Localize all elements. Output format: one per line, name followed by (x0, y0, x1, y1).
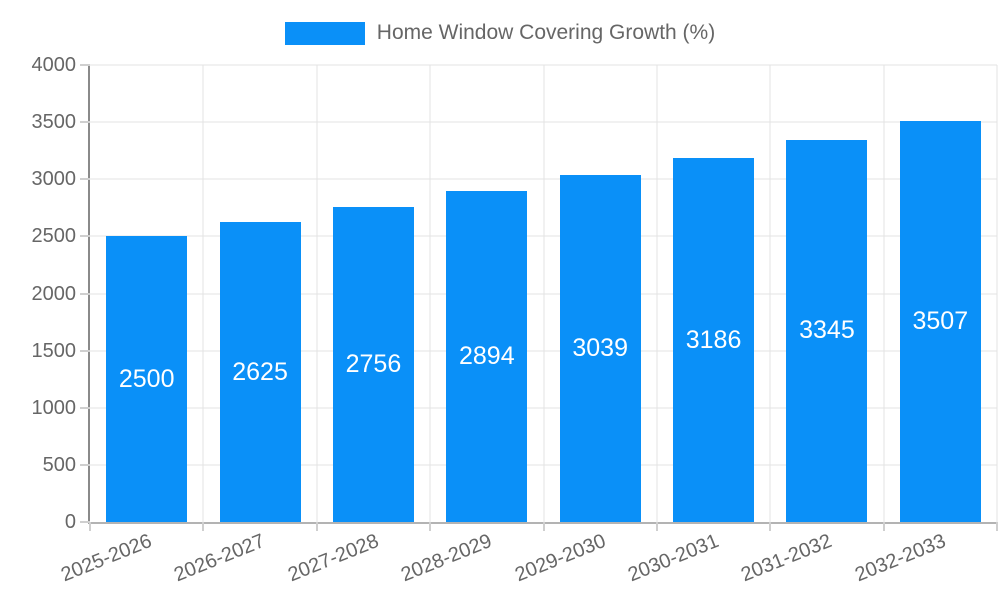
x-gridline (543, 65, 544, 522)
y-tick-label: 0 (64, 511, 76, 533)
y-tick-mark (80, 121, 90, 124)
legend-swatch (284, 21, 365, 45)
y-tick-mark (80, 64, 90, 66)
x-tick-mark (542, 522, 545, 531)
bar: 2625 (219, 222, 301, 522)
x-axis-label: 2027-2028 (284, 530, 382, 587)
x-gridline (656, 65, 658, 522)
y-tick-mark (80, 178, 90, 181)
y-tick-mark (80, 463, 90, 466)
bar-value-label: 3507 (912, 307, 969, 336)
bar-value-label: 3345 (799, 316, 855, 345)
bar: 2756 (332, 207, 414, 522)
x-tick-mark (769, 522, 772, 531)
bar-value-label: 2500 (118, 364, 175, 393)
x-gridline (996, 65, 998, 522)
x-tick-mark (882, 522, 885, 531)
x-tick-mark (655, 522, 658, 531)
x-gridline (202, 65, 204, 522)
x-tick-mark (429, 522, 432, 531)
bar: 3507 (899, 121, 981, 522)
x-tick-mark (89, 522, 91, 531)
bar-value-label: 3039 (572, 333, 628, 362)
bar: 2500 (106, 236, 188, 522)
bar: 3345 (786, 139, 868, 522)
bar-value-label: 2894 (458, 342, 515, 371)
legend-item[interactable]: Home Window Covering Growth (%) (0, 21, 1000, 45)
x-axis-label: 2029-2030 (511, 530, 609, 587)
x-axis-label: 2025-2026 (57, 530, 155, 587)
y-tick-label: 1500 (31, 339, 77, 362)
x-gridline (429, 65, 431, 522)
x-gridline (769, 65, 771, 522)
y-tick-mark (80, 349, 90, 352)
y-tick-mark (80, 521, 90, 523)
y-tick-label: 1000 (31, 396, 77, 419)
y-tick-label: 4000 (31, 54, 77, 76)
y-tick-label: 3000 (31, 168, 77, 191)
y-tick-label: 500 (42, 453, 76, 476)
x-axis-label: 2030-2031 (624, 530, 722, 587)
legend-label: Home Window Covering Growth (%) (376, 21, 716, 44)
y-tick-mark (80, 292, 90, 295)
bar-value-label: 3186 (685, 325, 742, 354)
y-tick-label: 3500 (31, 111, 77, 134)
y-tick-label: 2500 (31, 225, 77, 248)
plot-area: 0 500 1000 1500 2000 2500 3000 3500 4000 2500 2025… (32, 55, 998, 586)
x-axis-label: 2026-2027 (171, 530, 269, 587)
x-tick-mark (996, 522, 998, 531)
y-tick-mark (80, 406, 90, 409)
bar: 3039 (559, 174, 641, 522)
y-tick-mark (80, 235, 90, 238)
x-axis-label: 2028-2029 (398, 530, 496, 587)
x-gridline (316, 65, 318, 522)
x-axis-label: 2032-2033 (851, 530, 949, 587)
x-axis-label: 2031-2032 (738, 530, 836, 587)
bar: 2894 (446, 191, 528, 522)
bar-value-label: 2756 (345, 350, 402, 379)
x-gridline (883, 65, 885, 522)
bar-value-label: 2625 (232, 357, 288, 386)
x-tick-mark (315, 522, 318, 531)
x-tick-mark (202, 522, 205, 531)
bar: 3186 (673, 158, 755, 522)
y-tick-label: 2000 (31, 282, 77, 305)
